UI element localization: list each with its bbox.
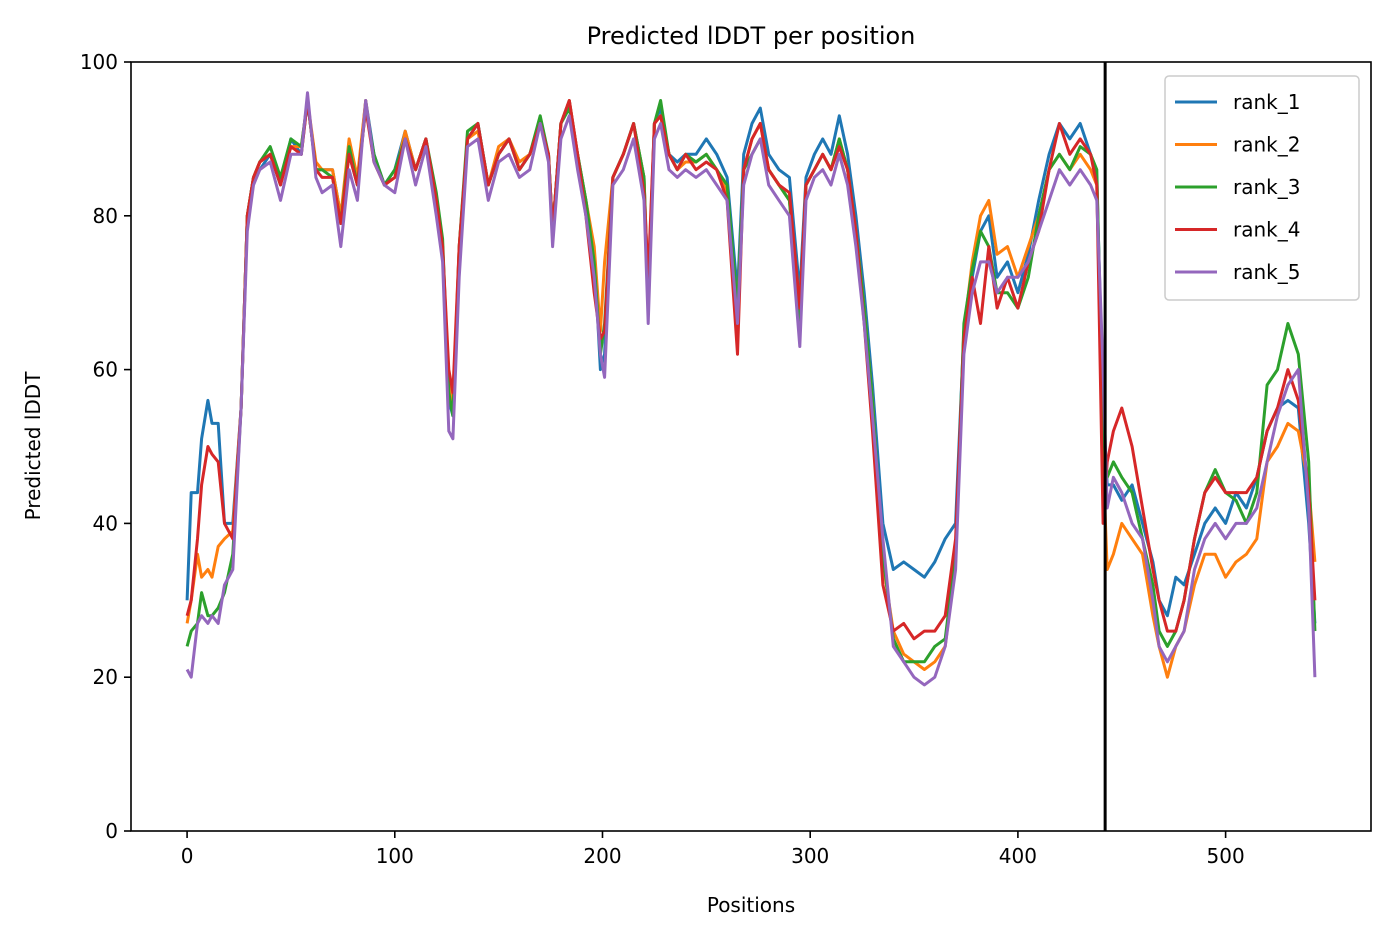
legend-label-rank_3: rank_3: [1233, 175, 1300, 199]
x-tick-label: 300: [791, 844, 829, 868]
legend: rank_1 rank_2 rank_3 rank_4 rank_5: [1164, 75, 1360, 301]
legend-label-rank_2: rank_2: [1233, 133, 1300, 157]
legend-box: [1164, 75, 1360, 301]
x-tick-label: 100: [376, 844, 414, 868]
y-axis-label: Predicted lDDT: [21, 371, 45, 521]
y-tick-label: 60: [93, 358, 118, 382]
y-tick-label: 100: [80, 50, 118, 74]
legend-label-rank_5: rank_5: [1233, 260, 1300, 284]
chart-title: Predicted lDDT per position: [587, 22, 916, 50]
x-tick-label: 400: [999, 844, 1037, 868]
y-tick-label: 20: [93, 665, 118, 689]
series-line-rank_4: [185, 99, 1317, 641]
legend-label-rank_1: rank_1: [1233, 90, 1300, 114]
y-tick-label: 40: [93, 511, 118, 535]
x-tick-label: 200: [583, 844, 621, 868]
legend-label-rank_4: rank_4: [1233, 218, 1300, 242]
y-tick-label: 80: [93, 204, 118, 228]
x-tick-label: 500: [1207, 844, 1245, 868]
x-tick-label: 0: [181, 844, 194, 868]
axes-frame: [130, 61, 1372, 832]
plot-area: 0 100 200 300 400 500 0 20 40 60 80 100: [80, 50, 1372, 868]
series-group: [185, 91, 1317, 687]
y-tick-label: 0: [105, 819, 118, 843]
x-axis-label: Positions: [707, 893, 795, 917]
series-line-rank_5: [185, 91, 1317, 687]
